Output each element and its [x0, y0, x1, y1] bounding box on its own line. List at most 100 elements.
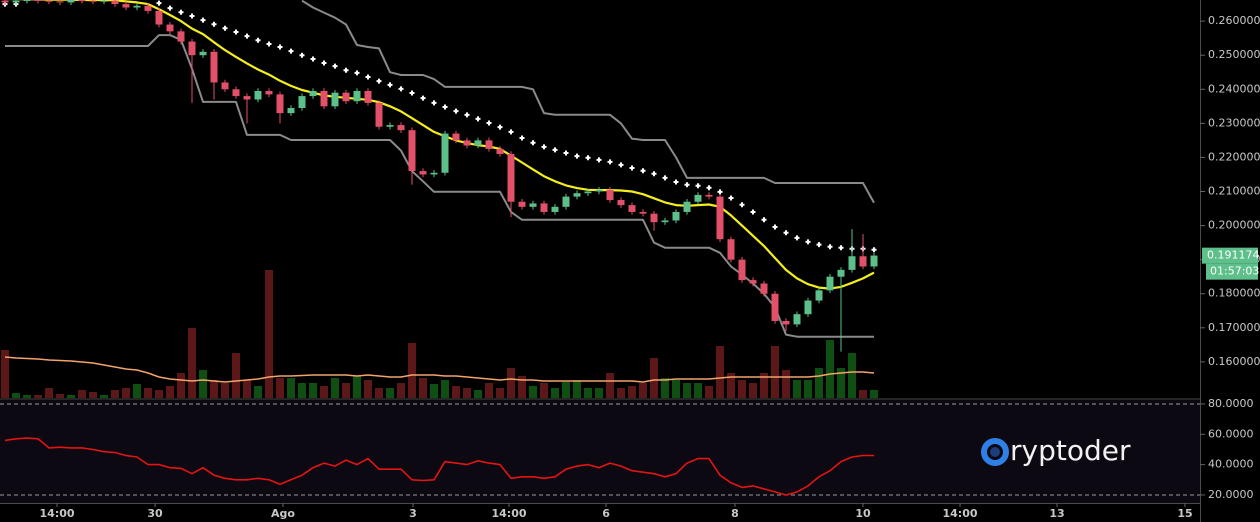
- sar-dot: [695, 183, 701, 189]
- volume-bar: [484, 383, 493, 398]
- sar-dot: [640, 168, 646, 174]
- volume-bar: [396, 383, 405, 398]
- volume-bar: [583, 388, 592, 398]
- volume-bar: [693, 383, 702, 398]
- volume-bar: [209, 380, 218, 398]
- volume-bar: [605, 373, 614, 398]
- volume-bar: [495, 388, 504, 398]
- volume-bar: [715, 346, 724, 398]
- sar-dot: [156, 0, 162, 6]
- volume-bar: [253, 386, 262, 398]
- volume-bar: [748, 383, 757, 398]
- volume-ma-line: [4, 356, 875, 383]
- candle-body: [309, 90, 317, 97]
- volume-bar: [220, 383, 229, 398]
- axes: 0.1600000.1700000.1800000.1900000.200000…: [40, 14, 1260, 520]
- x-tick-label: 8: [731, 507, 739, 520]
- sar-dot: [244, 33, 250, 39]
- candle-body: [639, 211, 647, 214]
- sar-dot: [563, 150, 569, 156]
- candle-body: [782, 320, 790, 325]
- candle-body: [221, 82, 229, 90]
- candle-body: [276, 94, 284, 114]
- last-price-box: [1202, 247, 1258, 264]
- sar-dot: [728, 195, 734, 201]
- candle-body: [12, 0, 20, 3]
- volume-bar: [429, 384, 438, 398]
- sar-dot: [255, 37, 261, 43]
- candle-body: [683, 201, 691, 212]
- sar-dot: [772, 224, 778, 230]
- volume-bar: [154, 390, 163, 398]
- volume-bar: [319, 386, 328, 398]
- sar-dot: [288, 48, 294, 54]
- rsi-line: [4, 437, 874, 496]
- volume-bar: [66, 395, 75, 398]
- volume-bar: [726, 373, 735, 398]
- volume-bar: [341, 383, 350, 398]
- candle-body: [342, 92, 350, 102]
- candle-body: [760, 283, 768, 294]
- sar-dot: [409, 90, 415, 96]
- candle-body: [100, 0, 108, 2]
- candle-body: [78, 0, 86, 1]
- candle-body: [331, 92, 339, 107]
- sar-dot: [365, 74, 371, 80]
- volume-bar: [737, 380, 746, 398]
- volume-bar: [22, 395, 31, 398]
- volume-bar: [11, 393, 20, 398]
- y-tick-label: 0.170000: [1208, 321, 1260, 334]
- x-tick-label: 14:00: [492, 507, 527, 520]
- logo-icon-core: [990, 447, 1000, 457]
- volume-bar: [176, 373, 185, 398]
- volume-bar: [561, 382, 570, 398]
- candle-body: [56, 1, 64, 3]
- volume-bar: [187, 328, 196, 398]
- volume-bar: [110, 390, 119, 398]
- sar-dot: [167, 5, 173, 11]
- candle-body: [628, 205, 636, 212]
- volume-bar: [44, 388, 53, 398]
- sar-dot: [464, 112, 470, 118]
- volume-bar: [660, 378, 669, 398]
- candle-body: [595, 189, 603, 192]
- candle-body: [738, 259, 746, 281]
- volume-bar: [539, 383, 548, 398]
- sar-dot: [530, 140, 536, 146]
- volume-bar: [33, 395, 42, 398]
- rsi-tick-label: 60.0000: [1208, 427, 1254, 440]
- sar-dot: [431, 100, 437, 106]
- sar-dot: [266, 41, 272, 47]
- candle-body: [837, 269, 845, 277]
- candle-body: [210, 51, 218, 83]
- sar-dot: [739, 202, 745, 208]
- candle-body: [155, 10, 163, 25]
- price-pane: [0, 0, 878, 398]
- candle-body: [584, 191, 592, 194]
- candle-body: [89, 0, 97, 2]
- sar-dot: [442, 104, 448, 110]
- candle-body: [485, 140, 493, 149]
- candle-body: [232, 89, 240, 97]
- rsi-pane: [0, 400, 1200, 503]
- volume-bar: [231, 353, 240, 398]
- volume-bar: [242, 380, 251, 398]
- sar-dot: [552, 147, 558, 153]
- sar-dot: [618, 162, 624, 168]
- candle-body: [496, 148, 504, 155]
- sar-dot: [805, 239, 811, 245]
- candle-body: [441, 133, 449, 173]
- volume-bar: [385, 388, 394, 398]
- candle-body: [166, 24, 174, 32]
- volume-bar: [704, 386, 713, 398]
- candle-body: [848, 256, 856, 270]
- sar-dot: [343, 67, 349, 73]
- sar-dot: [706, 185, 712, 191]
- candle-body: [551, 206, 559, 212]
- x-tick-label: 15: [1177, 507, 1192, 520]
- volume-bar: [803, 380, 812, 398]
- candle-body: [694, 194, 702, 202]
- volume-bar: [792, 380, 801, 398]
- volume-bar: [528, 386, 537, 398]
